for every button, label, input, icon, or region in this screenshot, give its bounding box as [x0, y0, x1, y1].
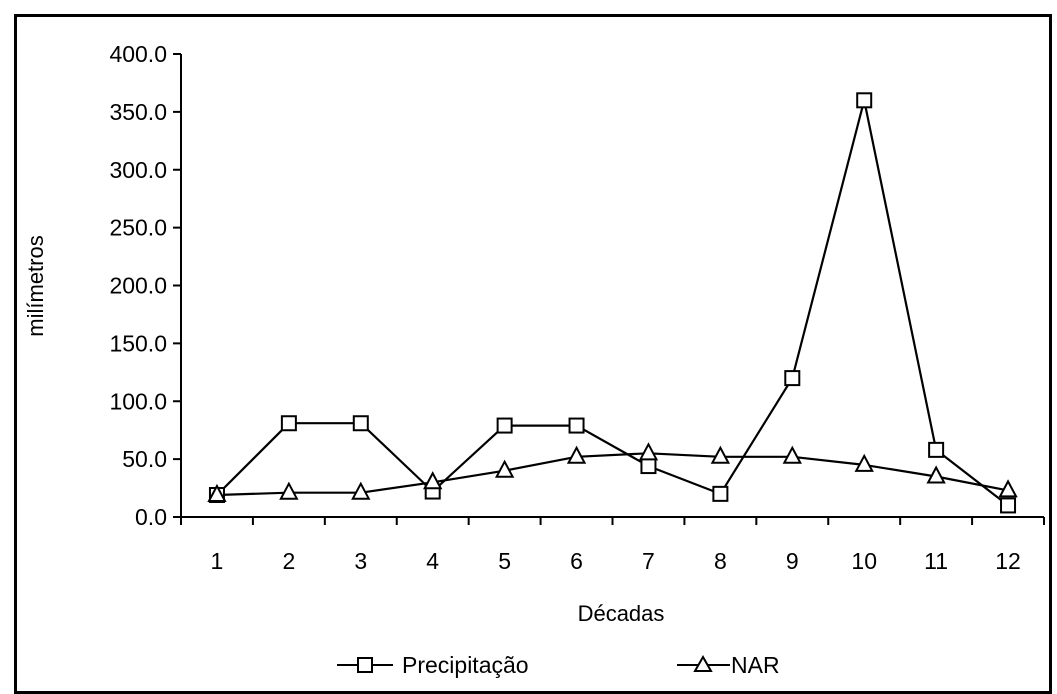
series-lines	[216, 99, 1009, 507]
data-point-square	[280, 415, 297, 432]
y-tick-label: 350.0	[109, 99, 167, 125]
data-point-triangle	[207, 483, 227, 503]
legend-label-precipitacao: Precipitação	[402, 652, 529, 678]
y-axis-title: milímetros	[23, 235, 48, 336]
y-ticks: 0.0 50.0 100.0 150.0 200.0 250.0 300.0 350.0 400…	[109, 41, 181, 530]
data-point-triangle	[638, 442, 659, 461]
x-tick-label: 5	[498, 548, 511, 574]
data-point-square	[712, 485, 729, 502]
series-line-triangle	[216, 452, 1009, 497]
axes	[180, 54, 1044, 518]
x-tick-label: 12	[995, 548, 1021, 574]
x-axis-title: Décadas	[578, 601, 665, 626]
data-point-triangle	[998, 479, 1018, 498]
x-ticks: 1 2 3 4 5 6 7 8 9 10 11 12	[180, 517, 1045, 574]
y-tick-label: 250.0	[109, 215, 167, 241]
legend: Precipitação NAR	[337, 652, 780, 678]
legend-square-marker	[357, 657, 373, 673]
y-tick-label: 400.0	[109, 41, 167, 67]
legend-item-precipitacao: Precipitação	[337, 652, 529, 678]
data-point-triangle	[279, 481, 299, 500]
x-tick-label: 8	[714, 548, 727, 574]
data-point-square	[928, 441, 945, 458]
series-markers	[207, 92, 1018, 514]
legend-label-nar: NAR	[731, 652, 780, 678]
data-point-square	[1000, 497, 1017, 514]
data-point-square	[496, 417, 513, 434]
data-point-square	[784, 370, 801, 387]
x-tick-label: 7	[642, 548, 655, 574]
data-point-triangle	[854, 453, 874, 472]
y-tick-label: 100.0	[109, 388, 167, 414]
data-point-triangle	[566, 445, 587, 464]
x-tick-label: 2	[282, 548, 295, 574]
data-point-triangle	[423, 471, 443, 490]
data-point-triangle	[351, 481, 371, 500]
y-tick-label: 150.0	[109, 330, 167, 356]
y-tick-label: 300.0	[109, 157, 167, 183]
data-point-square	[640, 458, 657, 475]
y-tick-label: 0.0	[135, 504, 167, 530]
data-point-triangle	[710, 445, 731, 464]
chart-frame	[14, 14, 1052, 694]
data-point-square	[856, 92, 873, 109]
data-point-triangle	[926, 465, 946, 484]
data-point-triangle	[494, 459, 515, 478]
y-tick-label: 200.0	[109, 273, 167, 299]
data-point-square	[568, 417, 585, 434]
x-tick-label: 10	[851, 548, 877, 574]
legend-triangle-marker	[693, 654, 713, 672]
x-tick-label: 3	[354, 548, 367, 574]
data-point-square	[352, 415, 369, 432]
x-tick-label: 9	[786, 548, 799, 574]
x-tick-label: 4	[426, 548, 439, 574]
x-tick-label: 11	[924, 548, 948, 574]
y-tick-label: 50.0	[122, 446, 167, 472]
legend-item-nar: NAR	[677, 652, 780, 678]
x-tick-label: 1	[211, 548, 224, 574]
data-point-triangle	[782, 445, 802, 464]
series-line-square	[216, 99, 1009, 507]
x-tick-label: 6	[570, 548, 583, 574]
